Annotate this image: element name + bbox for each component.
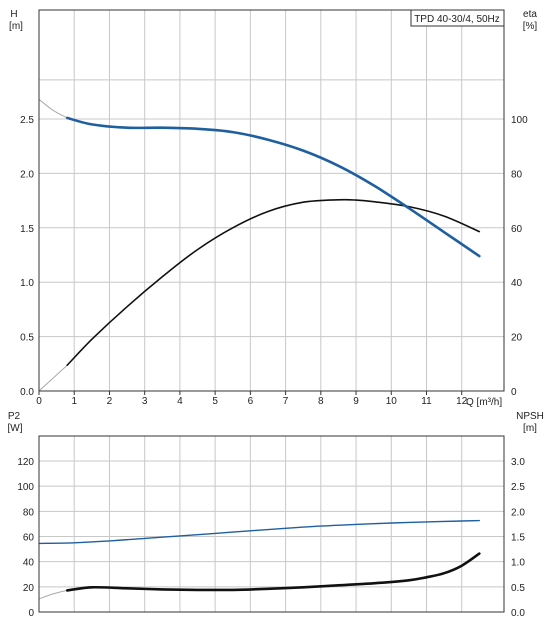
chart-title: TPD 40-30/4, 50Hz xyxy=(414,14,500,25)
h-tick-label-0: 0.0 xyxy=(20,387,34,398)
h-curve xyxy=(65,116,481,258)
p2-tick-label-4: 80 xyxy=(23,507,35,518)
h-tick-label-3: 1.5 xyxy=(20,224,34,235)
p2-tick-label-1: 20 xyxy=(23,583,35,594)
h-axis-unit: [m] xyxy=(9,21,23,32)
q-tick-label-12: 12 xyxy=(456,396,468,407)
p2-tick-label-6: 120 xyxy=(17,457,34,468)
q-tick-label-3: 3 xyxy=(142,396,148,407)
h-tick-label-5: 2.5 xyxy=(20,115,34,126)
npsh-tick-label-6: 3.0 xyxy=(511,457,525,468)
q-axis-title: Q [m³/h] xyxy=(466,397,502,408)
q-tick-label-0: 0 xyxy=(36,396,42,407)
eta-axis-unit: [%] xyxy=(523,21,538,32)
chart-title-box: TPD 40-30/4, 50Hz xyxy=(410,9,505,27)
eta-tick-label-1: 20 xyxy=(511,333,523,344)
h-tick-label-4: 2.0 xyxy=(20,169,34,180)
h-curve-extrapolation xyxy=(38,99,68,119)
plot-frames xyxy=(38,9,505,613)
eta-tick-label-3: 60 xyxy=(511,224,523,235)
p2-tick-label-2: 40 xyxy=(23,558,35,569)
npsh-tick-label-2: 1.0 xyxy=(511,558,525,569)
p2-tick-label-5: 100 xyxy=(17,482,34,493)
eta-tick-label-2: 40 xyxy=(511,278,523,289)
npsh-tick-label-4: 2.0 xyxy=(511,507,525,518)
eta-tick-label-5: 100 xyxy=(511,115,528,126)
npsh-tick-label-3: 1.5 xyxy=(511,533,525,544)
npsh-axis-unit: [m] xyxy=(523,423,537,434)
p2-curve xyxy=(38,519,480,545)
top-plot-frame xyxy=(38,9,505,392)
eta-curve-extrapolation xyxy=(38,364,68,392)
q-tick-label-8: 8 xyxy=(318,396,324,407)
h-tick-label-2: 1.0 xyxy=(20,278,34,289)
npsh-curve-extrapolation xyxy=(38,589,68,600)
q-tick-label-6: 6 xyxy=(248,396,254,407)
q-tick-label-1: 1 xyxy=(71,396,77,407)
q-tick-label-9: 9 xyxy=(353,396,359,407)
eta-tick-label-4: 80 xyxy=(511,169,523,180)
series xyxy=(38,99,481,600)
npsh-tick-label-1: 0.5 xyxy=(511,583,525,594)
q-tick-label-5: 5 xyxy=(212,396,218,407)
npsh-tick-label-0: 0.0 xyxy=(511,608,525,619)
q-tick-label-11: 11 xyxy=(421,396,432,407)
h-axis-title: H xyxy=(10,9,17,20)
q-tick-label-7: 7 xyxy=(283,396,289,407)
bottom-plot-frame xyxy=(38,435,505,613)
q-tick-label-2: 2 xyxy=(107,396,113,407)
p2-tick-label-3: 60 xyxy=(23,533,35,544)
h-tick-label-1: 0.5 xyxy=(20,333,34,344)
p2-axis-unit: [W] xyxy=(8,423,23,434)
eta-tick-label-0: 0 xyxy=(511,387,517,398)
eta-axis-title: eta xyxy=(523,9,537,20)
npsh-curve xyxy=(65,552,481,592)
q-tick-label-4: 4 xyxy=(177,396,183,407)
p2-tick-label-0: 0 xyxy=(28,608,34,619)
p2-axis-title: P2 xyxy=(8,411,21,422)
labels: 0 1 2 3 4 5 6 7 8 9 10 11 120.00.51.01.52.02.5020406… xyxy=(17,115,528,619)
q-tick-label-10: 10 xyxy=(386,396,398,407)
npsh-axis-title: NPSH xyxy=(516,411,544,422)
npsh-tick-label-5: 2.5 xyxy=(511,482,525,493)
